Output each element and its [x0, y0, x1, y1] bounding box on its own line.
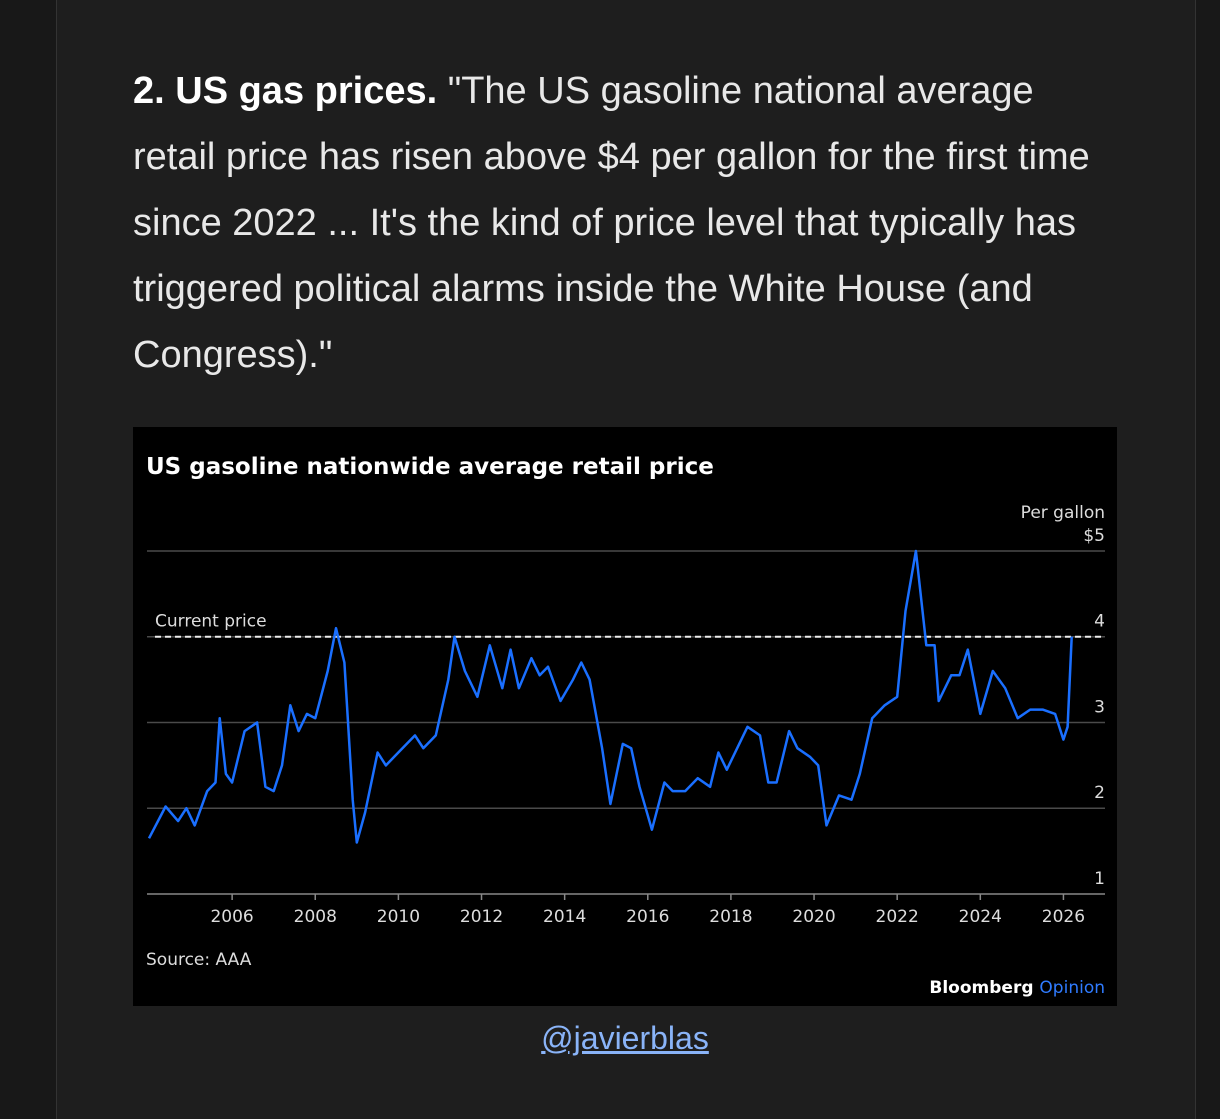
lead: 2. US gas prices.: [133, 70, 438, 112]
x-tick-label: 2020: [792, 907, 835, 927]
x-tick-label: 2010: [377, 907, 420, 927]
x-tick-label: 2012: [460, 907, 503, 927]
x-tick-label: 2024: [959, 907, 1002, 927]
x-tick-label: 2014: [543, 907, 586, 927]
chart-title: US gasoline nationwide average retail pr…: [146, 454, 714, 480]
x-tick-label: 2006: [210, 907, 253, 927]
x-tick-label: 2016: [626, 907, 669, 927]
chart: US gasoline nationwide average retail pr…: [133, 427, 1117, 1006]
price-line: [147, 549, 1073, 844]
y-tick-label: 1: [1094, 869, 1105, 889]
brand: Bloomberg: [929, 978, 1033, 998]
author-link[interactable]: @javierblas: [541, 1020, 709, 1056]
source: Source: AAA: [146, 950, 252, 970]
post-text: 2. US gas prices. "The US gasoline natio…: [133, 58, 1118, 388]
y-tick-label: $5: [1083, 526, 1105, 546]
x-tick-label: 2008: [294, 907, 337, 927]
y-tick-label: 4: [1094, 612, 1105, 632]
y-tick-label: 3: [1094, 697, 1105, 717]
quote: "The US gasoline national average retail…: [133, 70, 1090, 376]
x-tick-label: 2022: [876, 907, 919, 927]
svg-text:Bloomberg Opinion: Bloomberg Opinion: [929, 978, 1105, 998]
y-axis-label: Per gallon: [1021, 503, 1105, 523]
x-tick-label: 2026: [1042, 907, 1085, 927]
x-tick-label: 2018: [709, 907, 752, 927]
annotation: Current price: [155, 612, 267, 632]
brand-accent: Opinion: [1039, 978, 1105, 998]
y-tick-label: 2: [1094, 783, 1105, 803]
